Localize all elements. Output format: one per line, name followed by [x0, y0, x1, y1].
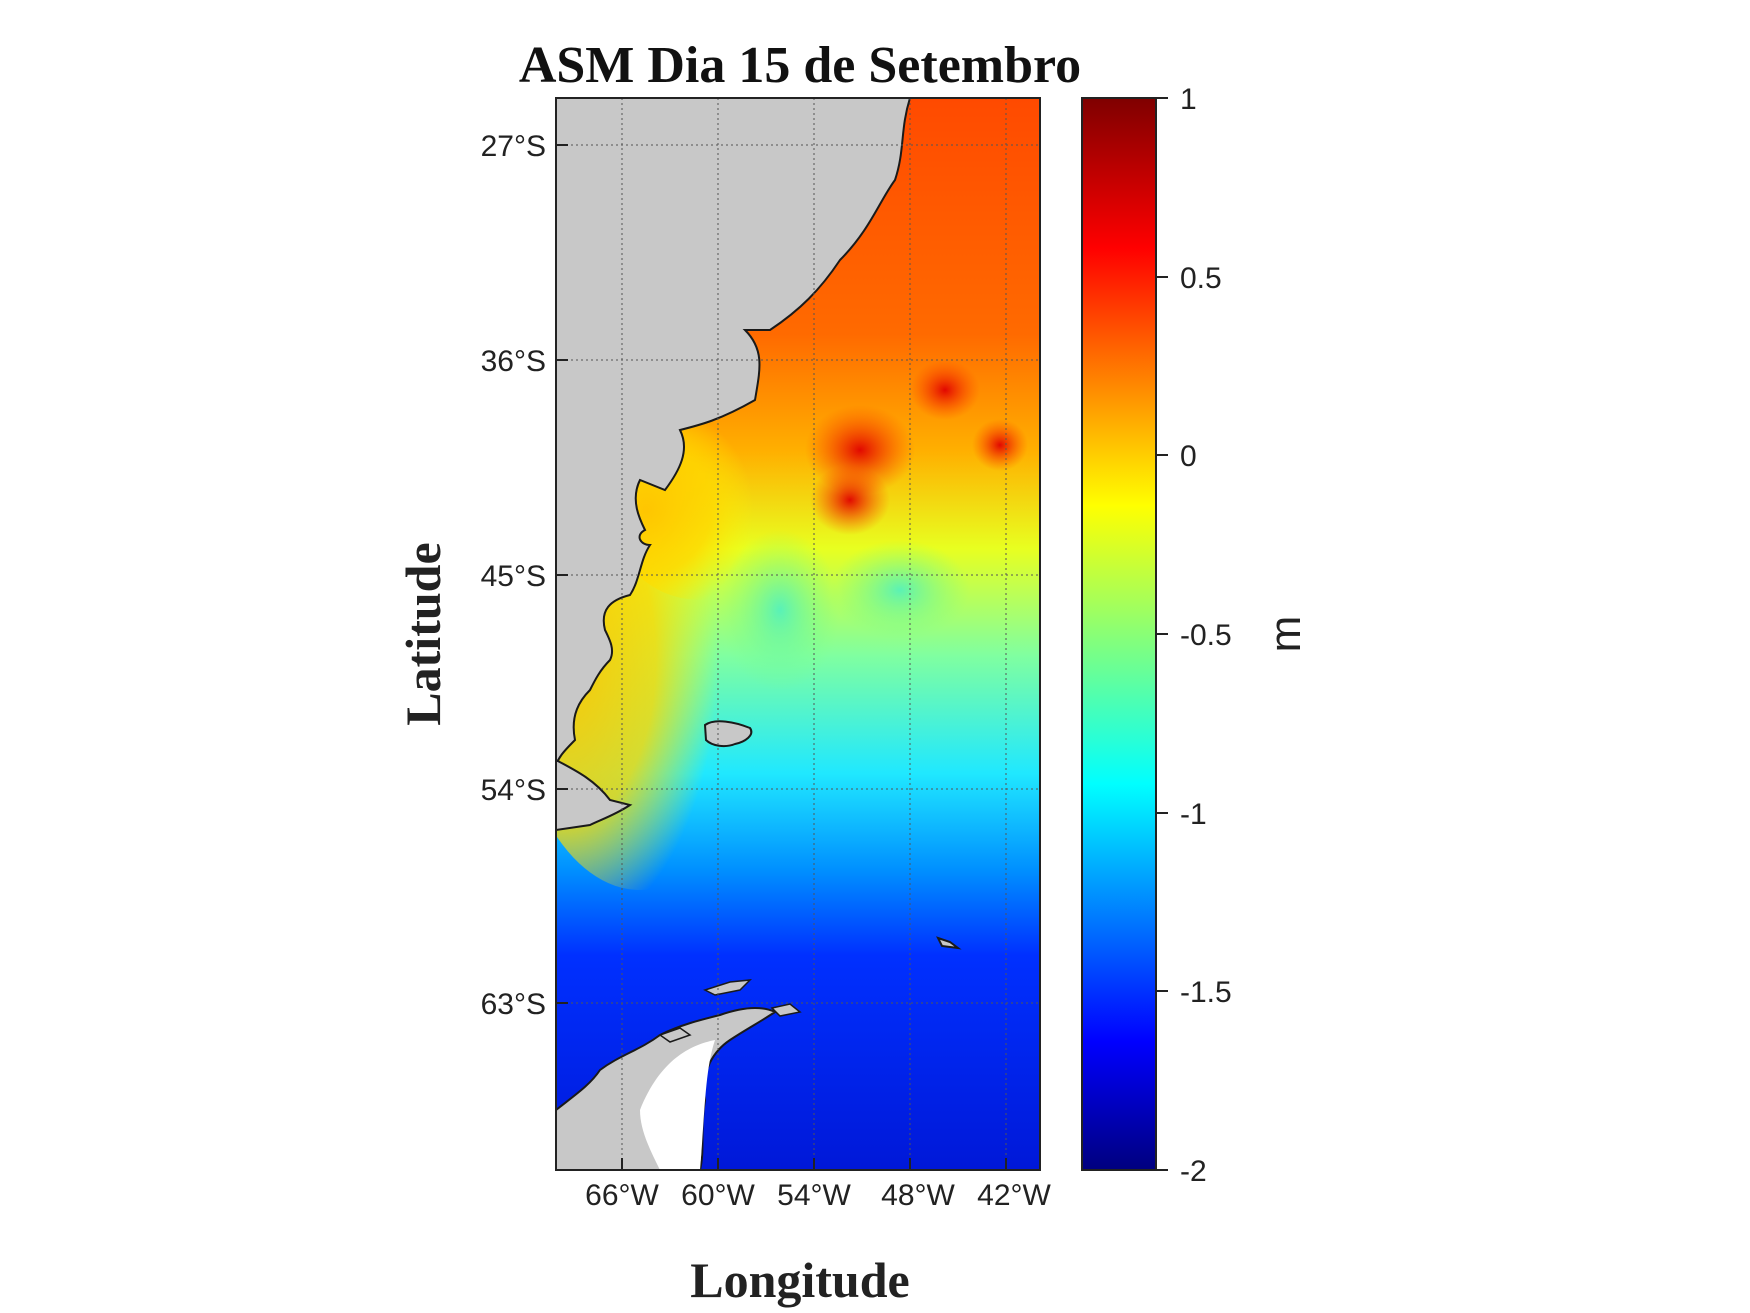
gridlines: [556, 98, 1040, 1170]
land-falkland-islands: [703, 720, 753, 748]
land-tierra-del-fuego: [556, 758, 633, 832]
lat-tick-label: 27°S: [481, 130, 546, 163]
colorbar-tick-label: -1: [1180, 798, 1207, 831]
land-south-shetland: [703, 979, 753, 996]
lat-ticks: 27°S 36°S 45°S 54°S 63°S: [481, 130, 568, 1021]
colorbar-tick-label: 0.5: [1180, 262, 1222, 295]
land-small-island-2: [770, 1003, 802, 1017]
map-frame: [555, 97, 1041, 1171]
lon-tick-label: 48°W: [881, 1179, 955, 1212]
lat-tick-label: 45°S: [481, 560, 546, 593]
colorbar: 1 0.5 0 -0.5 -1 -1.5 -2 m: [1081, 83, 1310, 1188]
lat-tick-label: 63°S: [481, 988, 546, 1021]
colorbar-tick-label: 0: [1180, 440, 1197, 473]
land-south-georgia: [936, 936, 962, 950]
lon-tick-label: 42°W: [977, 1179, 1051, 1212]
ice-shelf: [640, 1040, 715, 1170]
eddy-warm-3: [910, 360, 980, 420]
colorbar-tick-label: -2: [1180, 1155, 1207, 1188]
lon-tick-label: 66°W: [585, 1179, 659, 1212]
y-axis-label: Latitude: [395, 542, 451, 725]
colorbar-label: m: [1261, 616, 1310, 653]
colorbar-tick-label: -0.5: [1180, 619, 1232, 652]
eddy-cool-1: [720, 530, 840, 690]
eddy-cool-2: [830, 540, 970, 640]
colorbar-tick-label: 1: [1180, 83, 1197, 116]
land-small-island: [658, 1027, 692, 1043]
eddy-warm-2: [810, 465, 890, 535]
land-south-america: [556, 98, 912, 771]
eddy-warm-4: [972, 419, 1028, 471]
x-axis-label: Longitude: [690, 1252, 910, 1308]
map-area: [556, 98, 1040, 1170]
map-title: ASM Dia 15 de Setembro: [519, 37, 1081, 94]
colorbar-gradient: [1081, 97, 1157, 1171]
lat-tick-label: 54°S: [481, 774, 546, 807]
lon-tick-label: 54°W: [777, 1179, 851, 1212]
colorbar-tick-label: -1.5: [1180, 976, 1232, 1009]
lat-tick-label: 36°S: [481, 345, 546, 378]
lon-tick-label: 60°W: [681, 1179, 755, 1212]
lon-ticks: 66°W 60°W 54°W 48°W 42°W: [585, 1158, 1052, 1212]
